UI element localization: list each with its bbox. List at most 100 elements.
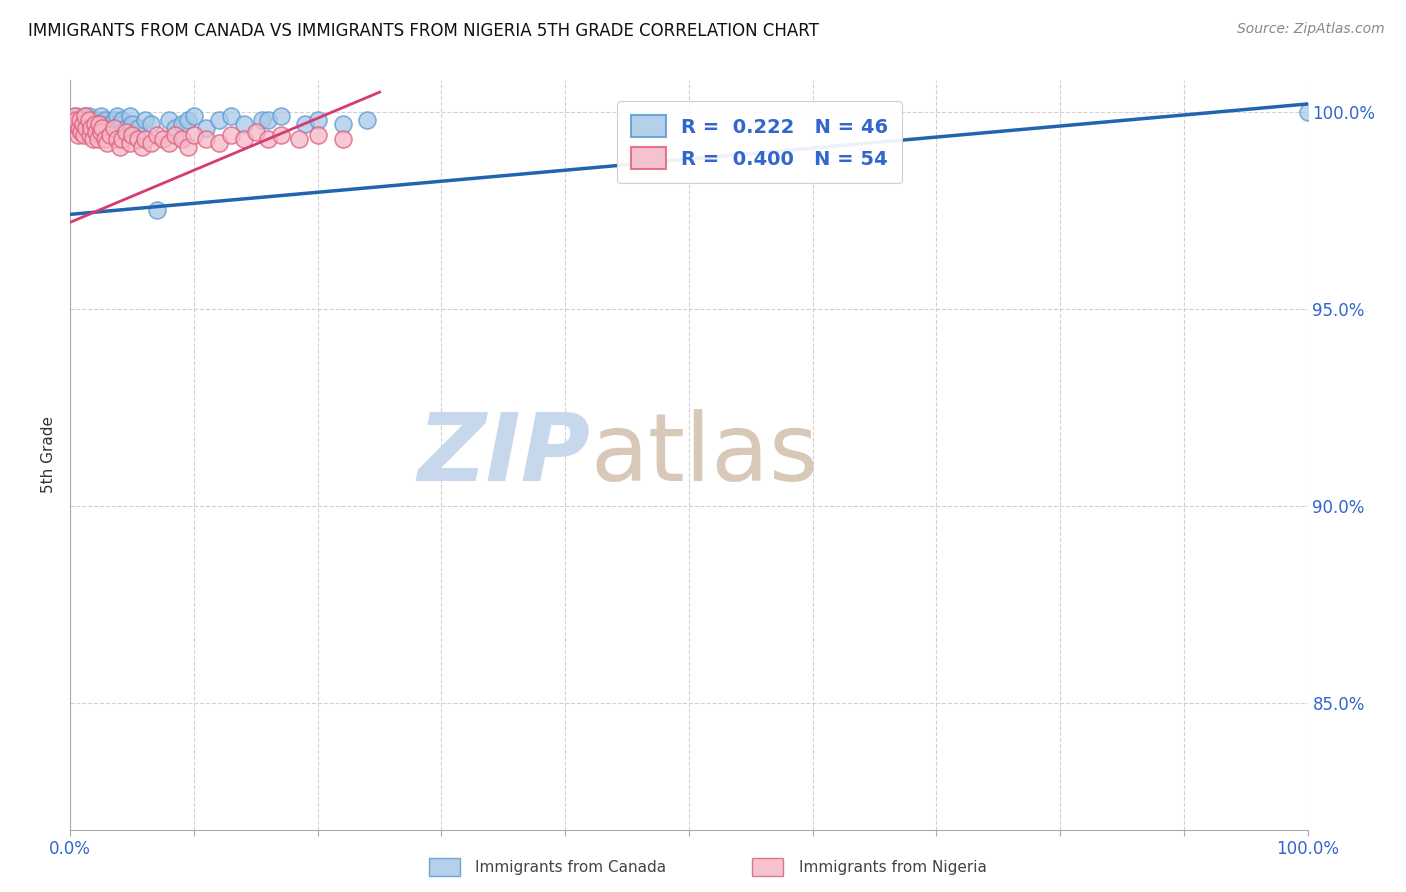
Point	[139, 136, 162, 151]
Point	[75, 109, 97, 123]
Point	[60, 112, 83, 127]
Point	[77, 109, 100, 123]
Point	[82, 132, 104, 146]
Point	[75, 120, 97, 135]
Point	[108, 140, 131, 154]
Point	[307, 112, 329, 127]
Point	[139, 117, 162, 131]
Point	[67, 120, 90, 135]
Point	[232, 132, 254, 146]
Point	[332, 117, 354, 131]
Point	[232, 117, 254, 131]
Point	[63, 109, 86, 123]
Point	[79, 128, 101, 143]
Point	[177, 112, 200, 127]
Point	[250, 112, 273, 127]
Point	[257, 112, 280, 127]
Point	[111, 132, 134, 146]
Point	[118, 109, 141, 123]
Point	[183, 109, 205, 123]
Point	[356, 112, 378, 127]
Point	[86, 132, 108, 146]
Point	[65, 109, 87, 123]
Point	[72, 120, 94, 135]
Point	[219, 128, 242, 143]
Point	[84, 124, 107, 138]
Point	[195, 132, 218, 146]
Point	[115, 124, 138, 138]
Point	[84, 117, 107, 131]
Point	[82, 120, 104, 135]
Point	[72, 112, 94, 127]
Point	[84, 117, 107, 131]
Point	[90, 124, 112, 138]
Y-axis label: 5th Grade: 5th Grade	[41, 417, 56, 493]
Point	[87, 117, 110, 131]
Point	[288, 132, 311, 146]
Point	[157, 112, 180, 127]
Legend: R =  0.222   N = 46, R =  0.400   N = 54: R = 0.222 N = 46, R = 0.400 N = 54	[617, 101, 901, 183]
Point	[219, 109, 242, 123]
Point	[80, 112, 103, 127]
Point	[108, 117, 131, 131]
Point	[177, 140, 200, 154]
Text: ZIP: ZIP	[418, 409, 591, 501]
Point	[118, 136, 141, 151]
Point	[103, 112, 125, 127]
Point	[75, 109, 97, 123]
Point	[307, 128, 329, 143]
Point	[170, 132, 193, 146]
Point	[208, 112, 231, 127]
Point	[146, 128, 169, 143]
Point	[134, 112, 156, 127]
Text: IMMIGRANTS FROM CANADA VS IMMIGRANTS FROM NIGERIA 5TH GRADE CORRELATION CHART: IMMIGRANTS FROM CANADA VS IMMIGRANTS FRO…	[28, 22, 818, 40]
Point	[121, 128, 143, 143]
Point	[96, 136, 118, 151]
Point	[62, 112, 84, 127]
Point	[69, 112, 91, 127]
Point	[70, 124, 93, 138]
Point	[77, 112, 100, 127]
Point	[86, 112, 108, 127]
Point	[121, 117, 143, 131]
Point	[90, 109, 112, 123]
Point	[72, 117, 94, 131]
Point	[146, 203, 169, 218]
Point	[134, 132, 156, 146]
Point	[165, 128, 187, 143]
Point	[96, 120, 118, 135]
Text: atlas: atlas	[591, 409, 818, 501]
Point	[165, 120, 187, 135]
Point	[105, 109, 128, 123]
Text: Immigrants from Canada: Immigrants from Canada	[475, 861, 666, 875]
Point	[131, 140, 153, 154]
Point	[69, 117, 91, 131]
Point	[270, 128, 292, 143]
Point	[94, 132, 117, 146]
Point	[183, 128, 205, 143]
Point	[62, 120, 84, 135]
Point	[195, 120, 218, 135]
Text: Immigrants from Nigeria: Immigrants from Nigeria	[799, 861, 987, 875]
Point	[65, 112, 87, 127]
Point	[208, 136, 231, 151]
Point	[1296, 104, 1319, 119]
Point	[127, 120, 149, 135]
Point	[127, 132, 149, 146]
Point	[105, 132, 128, 146]
Text: Source: ZipAtlas.com: Source: ZipAtlas.com	[1237, 22, 1385, 37]
Point	[73, 128, 96, 143]
Point	[98, 117, 121, 131]
Point	[75, 112, 97, 127]
Point	[294, 117, 316, 131]
Point	[77, 117, 100, 131]
Point	[111, 112, 134, 127]
Point	[65, 117, 87, 131]
Point	[103, 120, 125, 135]
Point	[80, 120, 103, 135]
Point	[66, 128, 89, 143]
Point	[115, 120, 138, 135]
Point	[98, 128, 121, 143]
Point	[257, 132, 280, 146]
Point	[91, 120, 114, 135]
